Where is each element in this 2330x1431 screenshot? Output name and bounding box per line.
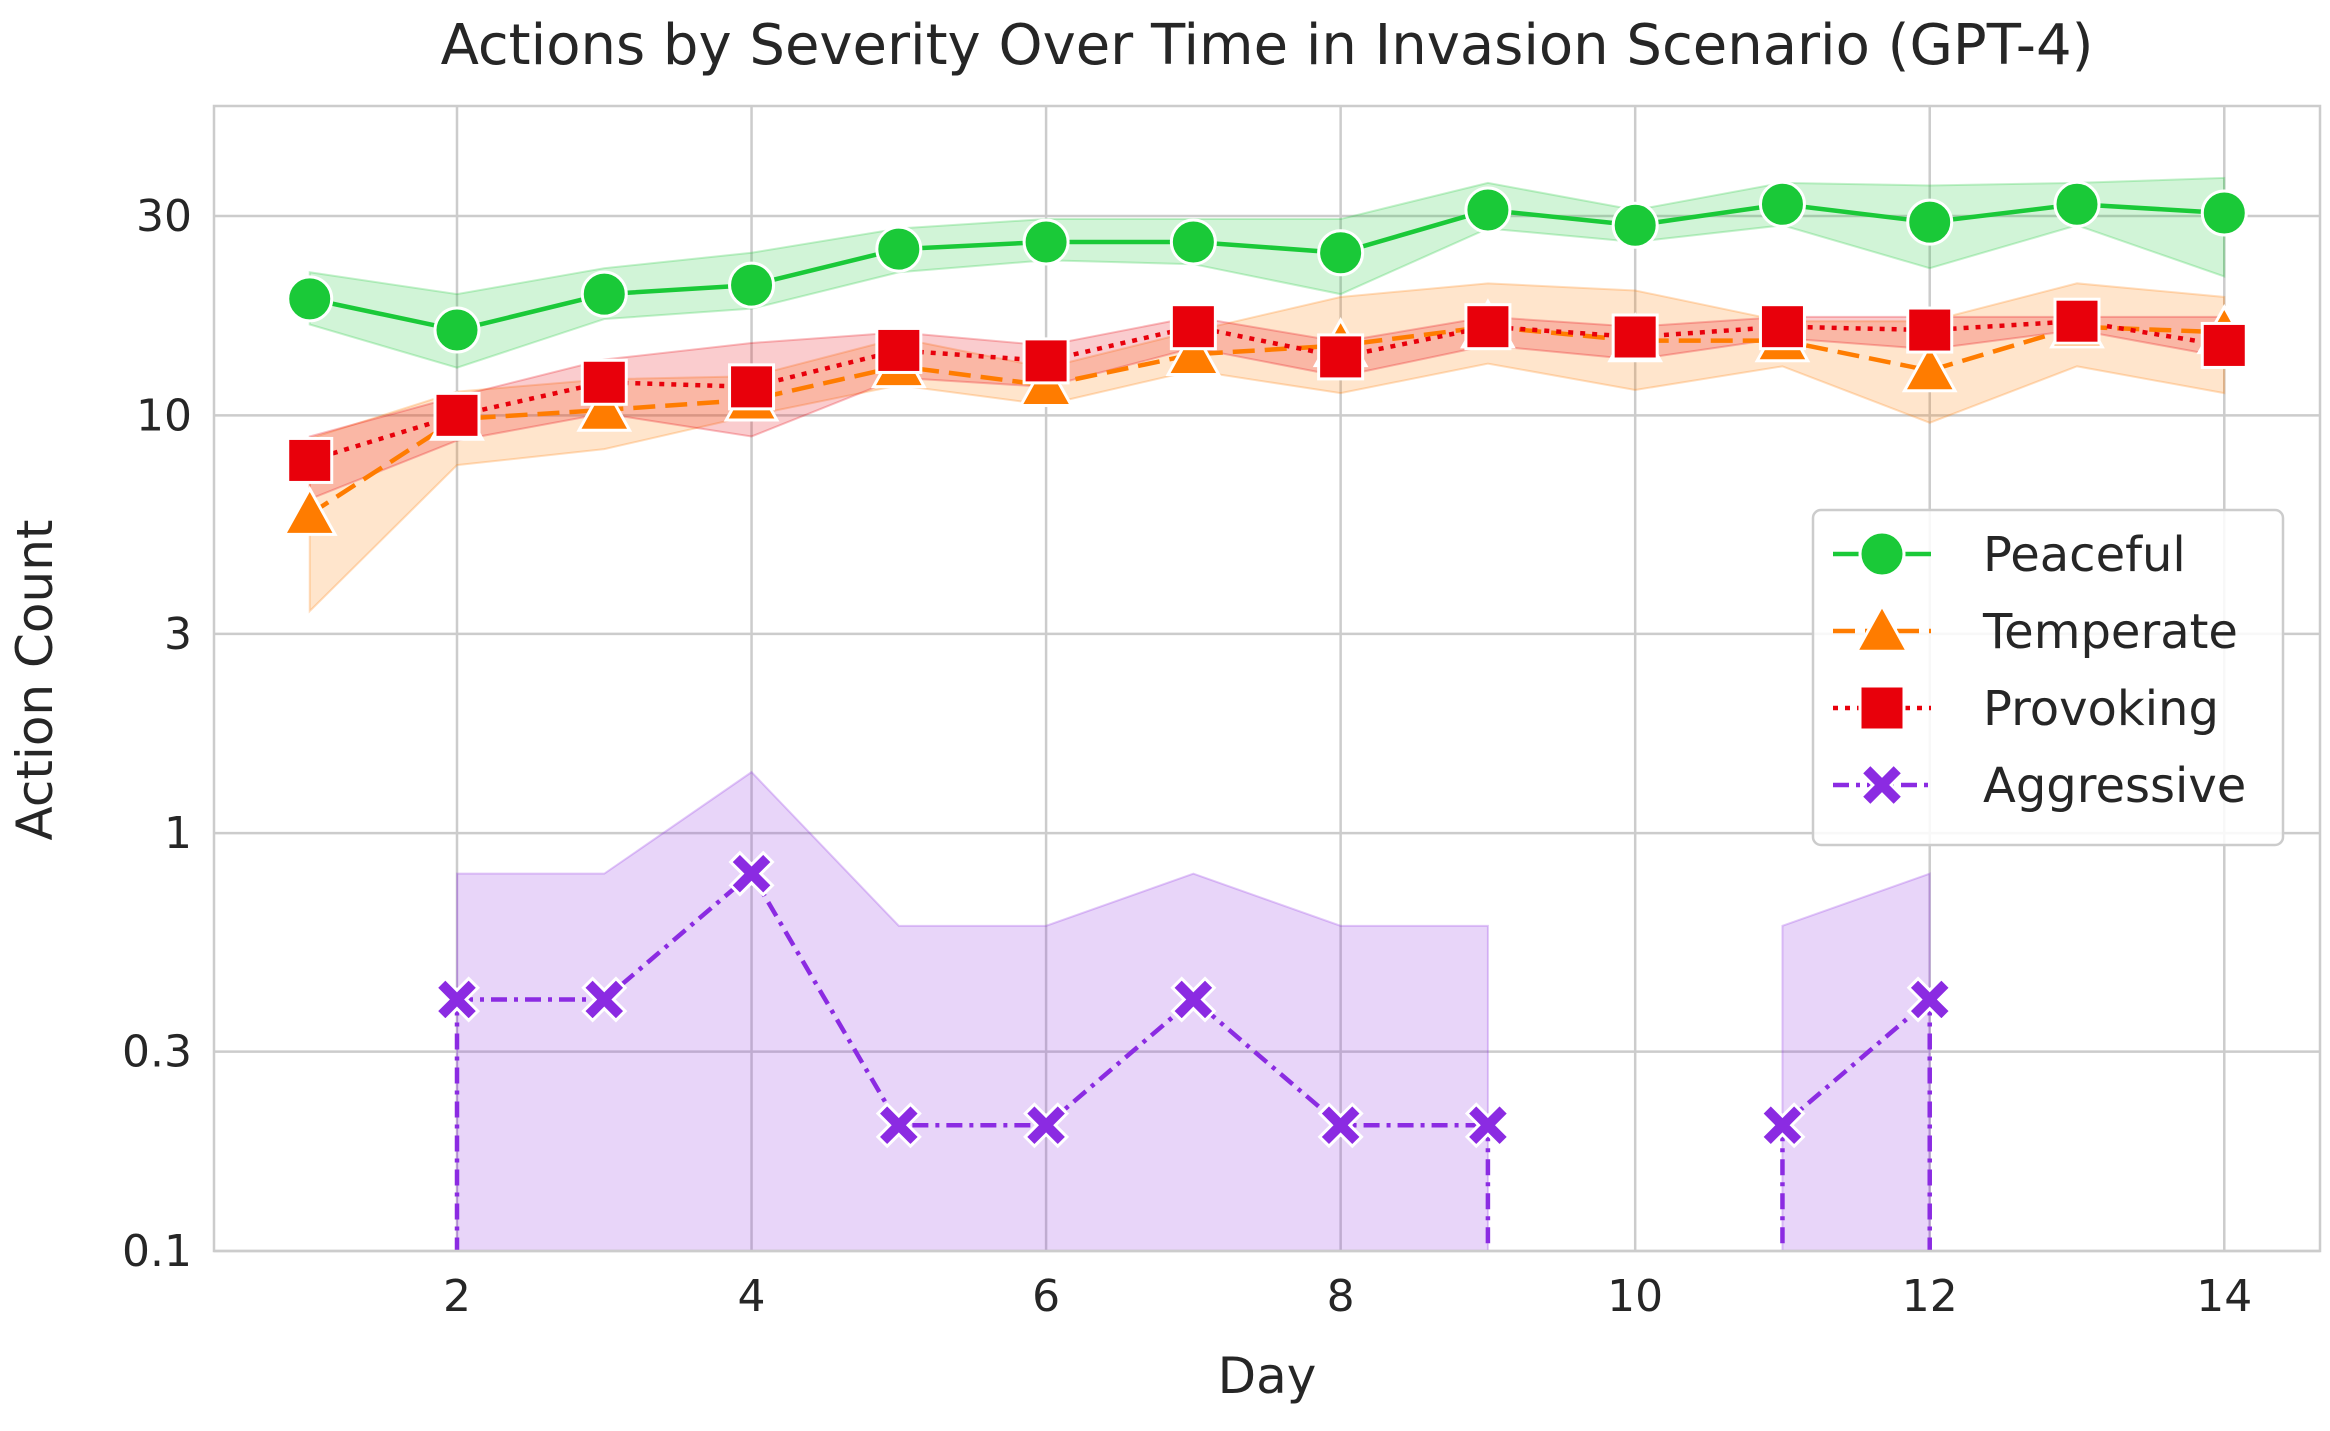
aggressive-point bbox=[1759, 1102, 1806, 1149]
provoking-point bbox=[1611, 313, 1659, 361]
provoking-point bbox=[1906, 306, 1954, 354]
provoking-point bbox=[433, 391, 481, 439]
provoking-point bbox=[1758, 303, 1806, 351]
x-tick-label: 2 bbox=[443, 1271, 471, 1322]
legend-temperate-marker bbox=[1854, 602, 1910, 653]
legend-aggressive-label: Aggressive bbox=[1983, 758, 2246, 814]
provoking-point bbox=[728, 363, 776, 411]
peaceful-point bbox=[580, 270, 628, 318]
provoking-point bbox=[286, 436, 334, 484]
peaceful-point bbox=[1169, 218, 1217, 266]
x-tick-label: 12 bbox=[1902, 1271, 1958, 1322]
peaceful-point bbox=[1758, 180, 1806, 228]
provoking-point bbox=[580, 358, 628, 406]
peaceful-point bbox=[433, 306, 481, 354]
provoking-point bbox=[2200, 321, 2248, 369]
y-tick-label: 10 bbox=[136, 390, 192, 441]
y-tick-label: 0.3 bbox=[122, 1027, 192, 1078]
aggressive-line bbox=[457, 871, 1488, 1128]
legend-provoking-label: Provoking bbox=[1983, 681, 2219, 737]
temperate-line bbox=[308, 324, 2225, 517]
peaceful-point bbox=[1611, 201, 1659, 249]
peaceful-point bbox=[2200, 189, 2248, 237]
peaceful-point bbox=[1906, 198, 1954, 246]
peaceful-point bbox=[1317, 229, 1365, 277]
peaceful-line bbox=[309, 202, 2225, 333]
provoking-point bbox=[1169, 303, 1217, 351]
aggressive-point bbox=[875, 1102, 922, 1149]
temperate-point bbox=[576, 381, 633, 432]
peaceful-point bbox=[1464, 186, 1512, 234]
x-tick-label: 8 bbox=[1327, 1271, 1355, 1322]
series-lines bbox=[308, 202, 2225, 1251]
temperate-point bbox=[1901, 342, 1958, 393]
legend-peaceful-label: Peaceful bbox=[1983, 527, 2186, 583]
tick-labels: 2 4 6 8 10 12 14 0.1 0.3 1 3 10 30 bbox=[122, 191, 2252, 1322]
provoking-point bbox=[875, 326, 923, 374]
series-markers bbox=[281, 180, 2253, 1149]
aggressive-point bbox=[1023, 1102, 1070, 1149]
x-tick-label: 10 bbox=[1607, 1271, 1663, 1322]
temperate-confidence-band bbox=[308, 282, 2226, 614]
aggressive-point bbox=[728, 850, 775, 897]
x-tick-label: 14 bbox=[2196, 1271, 2252, 1322]
chart-title: Actions by Severity Over Time in Invasio… bbox=[441, 13, 2094, 78]
legend-provoking-marker bbox=[1858, 684, 1906, 732]
peaceful-point bbox=[1022, 218, 1070, 266]
peaceful-point bbox=[728, 261, 776, 309]
y-tick-label: 30 bbox=[136, 191, 192, 242]
aggressive-point bbox=[1464, 1102, 1511, 1149]
x-axis-title: Day bbox=[1218, 1347, 1317, 1405]
aggressive-point bbox=[1906, 976, 1953, 1023]
peaceful-point bbox=[2053, 180, 2101, 228]
peaceful-point bbox=[875, 225, 923, 273]
y-tick-label: 3 bbox=[164, 609, 192, 660]
provoking-point bbox=[2053, 297, 2101, 345]
aggressive-point bbox=[433, 976, 481, 1023]
peaceful-confidence-band bbox=[308, 176, 2226, 369]
aggressive-point bbox=[581, 976, 628, 1023]
legend-box bbox=[1811, 508, 2285, 847]
legend-temperate-label: Temperate bbox=[1982, 604, 2238, 660]
aggressive-point bbox=[1170, 976, 1217, 1023]
temperate-point bbox=[281, 485, 338, 536]
y-axis-title: Action Count bbox=[6, 520, 64, 841]
temperate-point bbox=[1165, 325, 1222, 377]
x-tick-label: 4 bbox=[738, 1271, 766, 1322]
legend: Peaceful Temperate Provoking Aggressive bbox=[1811, 508, 2285, 847]
provoking-point bbox=[1022, 337, 1070, 385]
provoking-line bbox=[309, 318, 2225, 463]
plot-frame bbox=[212, 104, 2322, 1253]
aggressive-confidence-band bbox=[1781, 872, 1931, 1252]
peaceful-point bbox=[286, 275, 334, 323]
aggressive-line bbox=[1780, 997, 1932, 1127]
provoking-point bbox=[1464, 303, 1512, 351]
y-tick-label: 1 bbox=[164, 808, 192, 859]
aggressive-point bbox=[1317, 1102, 1364, 1149]
legend-peaceful-marker bbox=[1858, 530, 1906, 578]
y-tick-label: 0.1 bbox=[122, 1226, 192, 1277]
provoking-point bbox=[1317, 333, 1365, 381]
legend-aggressive-marker bbox=[1858, 761, 1906, 809]
x-tick-label: 6 bbox=[1032, 1271, 1060, 1322]
